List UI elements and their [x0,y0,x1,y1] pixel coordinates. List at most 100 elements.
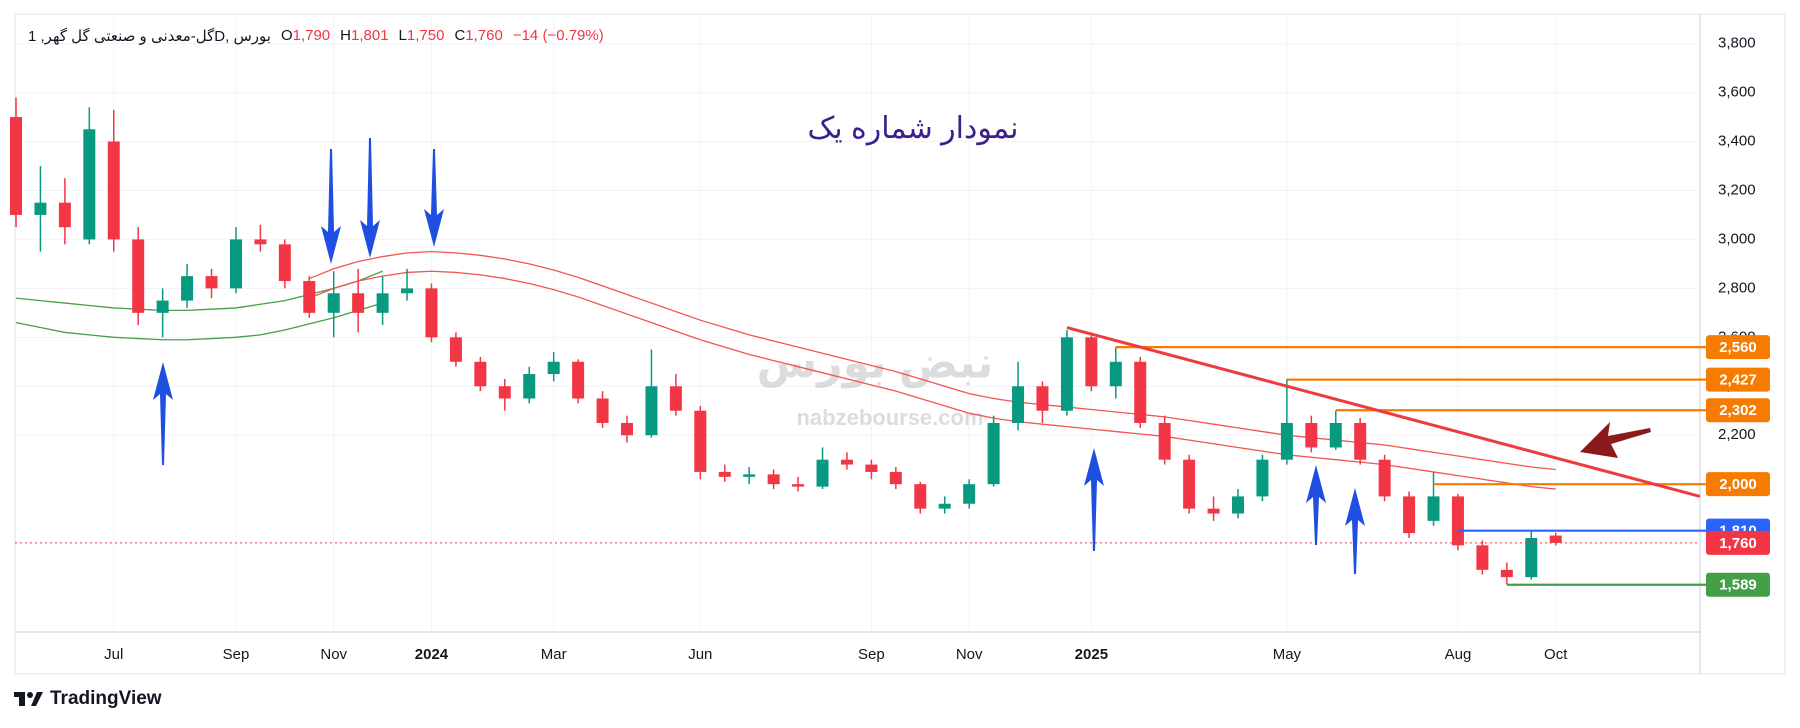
x-tick-label: Jun [688,646,712,663]
candle-body [498,386,511,399]
candle-body [523,374,536,399]
x-tick-label: Mar [541,646,567,663]
candle-body [1476,545,1489,570]
candle-body [1451,496,1464,546]
candle-body [278,244,291,282]
candle-body [303,281,316,313]
candle-body [1134,361,1147,423]
price-label-box [1706,472,1770,497]
y-tick-label: 2,800 [1718,279,1756,296]
candle-body [596,398,609,423]
candle-body [1183,459,1196,509]
price-label: 2,000 [1719,476,1757,493]
candle-body [327,293,340,313]
y-tick-label: 3,400 [1718,132,1756,149]
watermark-site: nabzebourse.com [796,405,983,430]
x-tick-label: Sep [223,646,250,663]
watermark: نبض بورس nabzebourse.com [757,339,994,430]
candle-body [229,239,242,289]
band-line [309,270,1556,490]
candle-body [645,386,658,436]
candle-body [1403,496,1416,534]
candle-body [1012,386,1025,423]
price-label-box [1706,367,1770,392]
price-label: 2,302 [1719,402,1757,419]
arrow [1580,422,1651,458]
price-label: 2,427 [1719,372,1757,389]
open-value: 1,790 [292,27,331,44]
y-tick-label: 2,200 [1718,426,1756,443]
price-label-box [1706,572,1770,597]
arrow [153,362,173,465]
candle-body [1525,538,1538,578]
candle-body [694,410,707,472]
legend-header: گل-معدنی و صنعتی گل گهر, 1D, بورس O1,790… [28,27,604,45]
candle-body [963,484,976,504]
trend-line [1066,326,1701,498]
candle-body [1549,535,1562,543]
candle-body [1060,337,1073,411]
open-key: O [280,27,293,44]
candle-body [889,471,902,485]
candle-body [938,503,951,509]
y-tick-label: 3,200 [1718,181,1756,198]
candle-body [1256,459,1269,497]
candle-body [10,117,22,215]
chart-frame [14,13,1786,675]
price-label-box [1706,335,1770,360]
candle-body [425,288,438,338]
candle-body [1109,361,1122,387]
candle-body [718,471,731,477]
candle-body [1427,496,1440,521]
arrow [1306,465,1326,545]
candle-body [401,288,414,294]
arrows [153,138,1651,574]
price-label-box [1706,530,1770,555]
candle-body [1085,337,1098,387]
candle-body [743,474,756,477]
plot [10,97,1706,586]
x-tick-label: Nov [320,646,347,663]
candle-body [1232,496,1244,514]
candle-body [1280,422,1293,460]
arrow [360,138,380,258]
candle-body [156,300,169,313]
candle-body [547,361,560,375]
candle-body [34,202,47,215]
candle-body [792,484,805,487]
ohlc: L1,750 [399,27,445,45]
high-key: H [340,27,351,44]
x-tick-label: Nov [956,646,983,663]
candle-body [840,459,853,465]
y-tick-label: 3,800 [1718,35,1756,52]
price-label: 1,760 [1719,535,1757,552]
candle-body [1354,422,1367,460]
candle-body [914,484,927,509]
axes: 2,2002,4002,6002,8003,0003,2003,4003,600… [104,35,1770,663]
candle-body [474,361,487,387]
arrow [1084,448,1104,551]
candle-body [449,337,462,362]
close-key: C [454,27,466,44]
candle-body [1500,569,1513,578]
candle-body [987,422,1000,485]
x-tick-label: Aug [1445,646,1472,663]
x-tick-label: 2024 [415,646,449,663]
candle-body [107,141,120,240]
candle-body [376,293,389,313]
band-line [15,270,383,312]
candle-body [58,202,71,228]
candle-body [132,239,145,313]
band-line [15,302,383,341]
grid [15,14,1700,632]
candle-body [621,422,633,436]
close-value: 1,760 [465,27,503,44]
x-tick-label: May [1273,646,1302,663]
footer[interactable]: TradingView [14,688,162,710]
arrow [1345,488,1365,574]
y-tick-label: 3,000 [1718,230,1756,247]
candle-body [205,276,218,289]
brand: TradingView [50,688,162,709]
